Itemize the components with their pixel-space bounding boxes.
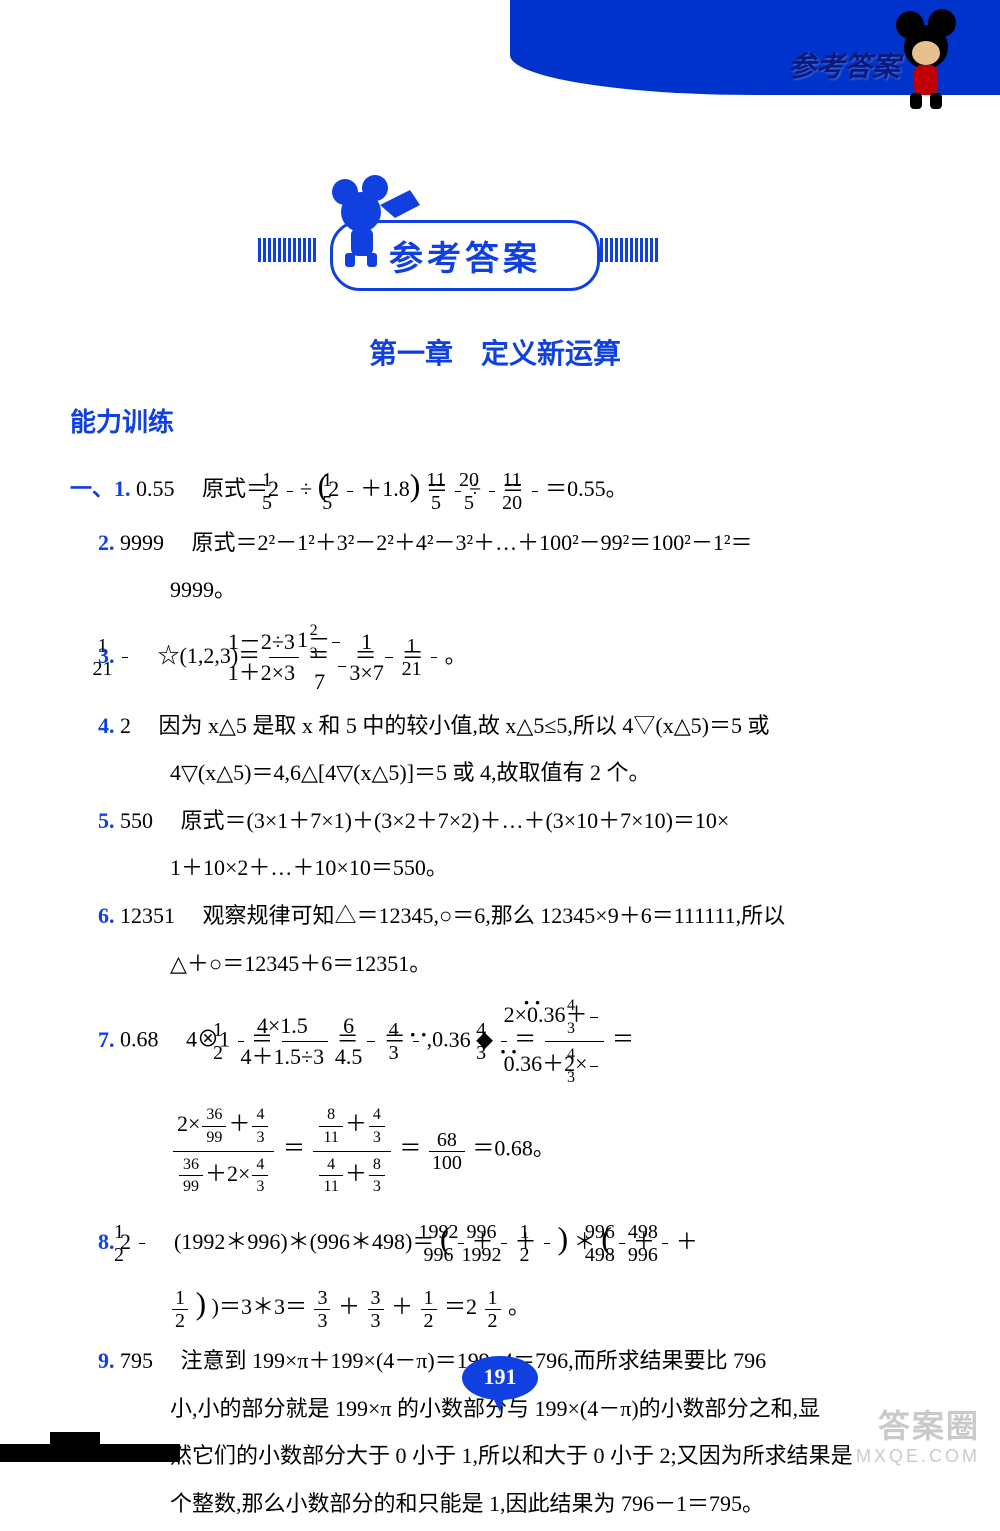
answer: 12351 bbox=[120, 903, 175, 928]
big-fraction: 1－23 7 bbox=[338, 618, 346, 698]
answer: 9999 bbox=[120, 530, 164, 555]
problem-8-cont: 12 ) )＝3＊3＝ 33 ＋ 33 ＋ 12 ＝2 12 。 bbox=[70, 1275, 920, 1333]
text: 原式＝(3×1＋7×1)＋(3×2＋7×2)＋…＋(3×10＋7×10)＝10× bbox=[181, 808, 730, 833]
answer: 0.55 bbox=[136, 476, 175, 501]
problem-4-cont: 4▽(x△5)＝4,6△[4▽(x△5)]＝5 或 4,故取值有 2 个。 bbox=[70, 753, 920, 793]
problem-number: 5. bbox=[98, 808, 115, 833]
mascot-icon bbox=[880, 5, 970, 115]
problem-4: 4. 2 因为 x△5 是取 x 和 5 中的较小值,故 x△5≤5,所以 4▽… bbox=[70, 706, 920, 746]
problem-number: 7. bbox=[98, 1027, 115, 1052]
fraction: 1120 bbox=[532, 469, 538, 514]
answer: 2 bbox=[120, 713, 131, 738]
answer: 550 bbox=[120, 808, 153, 833]
problem-9-cont: 然它们的小数部分大于 0 小于 1,所以和大于 0 小于 2;又因为所求结果是 bbox=[70, 1436, 920, 1476]
scan-artifact bbox=[50, 1432, 100, 1444]
text: 原式＝2²－1²＋3²－2²＋4²－3²＋…＋100²－99²＝100²－1²＝ bbox=[192, 530, 753, 555]
content-region: 第一章 定义新运算 能力训练 一、1. 0.55 原式＝2 15 ÷ (2 15… bbox=[70, 320, 920, 1531]
problem-6: 6. 12351 观察规律可知△＝12345,○＝6,那么 12345×9＋6＝… bbox=[70, 896, 920, 936]
problem-7-cont: 2×3699＋43 3699＋2×43 ＝ 811＋43 411＋83 ＝ 68… bbox=[70, 1102, 920, 1199]
watermark-text: 答案圈 bbox=[878, 1401, 980, 1447]
fraction: 15 bbox=[347, 469, 353, 514]
problem-9-cont: 个整数,那么小数部分的和只能是 1,因此结果为 796－1＝795。 bbox=[70, 1484, 920, 1524]
answer: 0.68 bbox=[120, 1027, 159, 1052]
answer-fraction: 121 bbox=[122, 635, 128, 680]
scan-artifact bbox=[0, 1444, 180, 1462]
problem-3: 3. 121 ☆(1,2,3)＝ 1－2÷31＋2×3 ＝ 1－23 7 ＝ 1… bbox=[70, 618, 920, 698]
text: 因为 x△5 是取 x 和 5 中的较小值,故 x△5≤5,所以 4▽(x△5)… bbox=[159, 713, 770, 738]
watermark-sub: MXQE.COM bbox=[856, 1446, 980, 1467]
problem-number: 8. bbox=[98, 1229, 115, 1254]
big-fraction: 1－2÷31＋2×3 bbox=[269, 627, 299, 689]
section-title: 能力训练 bbox=[70, 400, 920, 447]
problem-number: 9. bbox=[98, 1348, 115, 1373]
group-lead: 一、 bbox=[70, 476, 114, 501]
page-number-badge: 191 bbox=[460, 1356, 540, 1412]
problem-2-cont: 9999。 bbox=[70, 570, 920, 610]
barcode-right-icon bbox=[600, 238, 680, 262]
fraction: 15 bbox=[287, 469, 293, 514]
header-mascot-icon bbox=[315, 170, 445, 270]
problem-5: 5. 550 原式＝(3×1＋7×1)＋(3×2＋7×2)＋…＋(3×10＋7×… bbox=[70, 801, 920, 841]
fraction: 121 bbox=[431, 635, 437, 680]
big-fraction: 13×7 bbox=[385, 627, 393, 689]
answer: 795 bbox=[120, 1348, 153, 1373]
chapter-title: 第一章 定义新运算 bbox=[70, 330, 920, 380]
problem-6-cont: △＋○＝12345＋6＝12351。 bbox=[70, 944, 920, 984]
problem-1: 一、1. 0.55 原式＝2 15 ÷ (2 15 ＋1.8) ＝ 115 ÷ … bbox=[70, 457, 920, 515]
problem-5-cont: 1＋10×2＋…＋10×10＝550。 bbox=[70, 848, 920, 888]
problem-7: 7. 0.68 4⊗1 12 ＝ 4×1.54＋1.5÷3 ＝ 64.5 ＝ 4… bbox=[70, 993, 920, 1090]
page-number: 191 bbox=[460, 1364, 540, 1390]
problem-8: 8. 2 12 (1992＊996)＊(996＊498)＝ ( 1992996 … bbox=[70, 1210, 920, 1268]
problem-number: 1. bbox=[114, 476, 131, 501]
problem-number: 6. bbox=[98, 903, 115, 928]
problem-number: 4. bbox=[98, 713, 115, 738]
text: 观察规律可知△＝12345,○＝6,那么 12345×9＋6＝111111,所以 bbox=[203, 903, 786, 928]
problem-2: 2. 9999 原式＝2²－1²＋3²－2²＋4²－3²＋…＋100²－99²＝… bbox=[70, 523, 920, 563]
problem-number: 2. bbox=[98, 530, 115, 555]
fraction: 205 bbox=[489, 469, 495, 514]
